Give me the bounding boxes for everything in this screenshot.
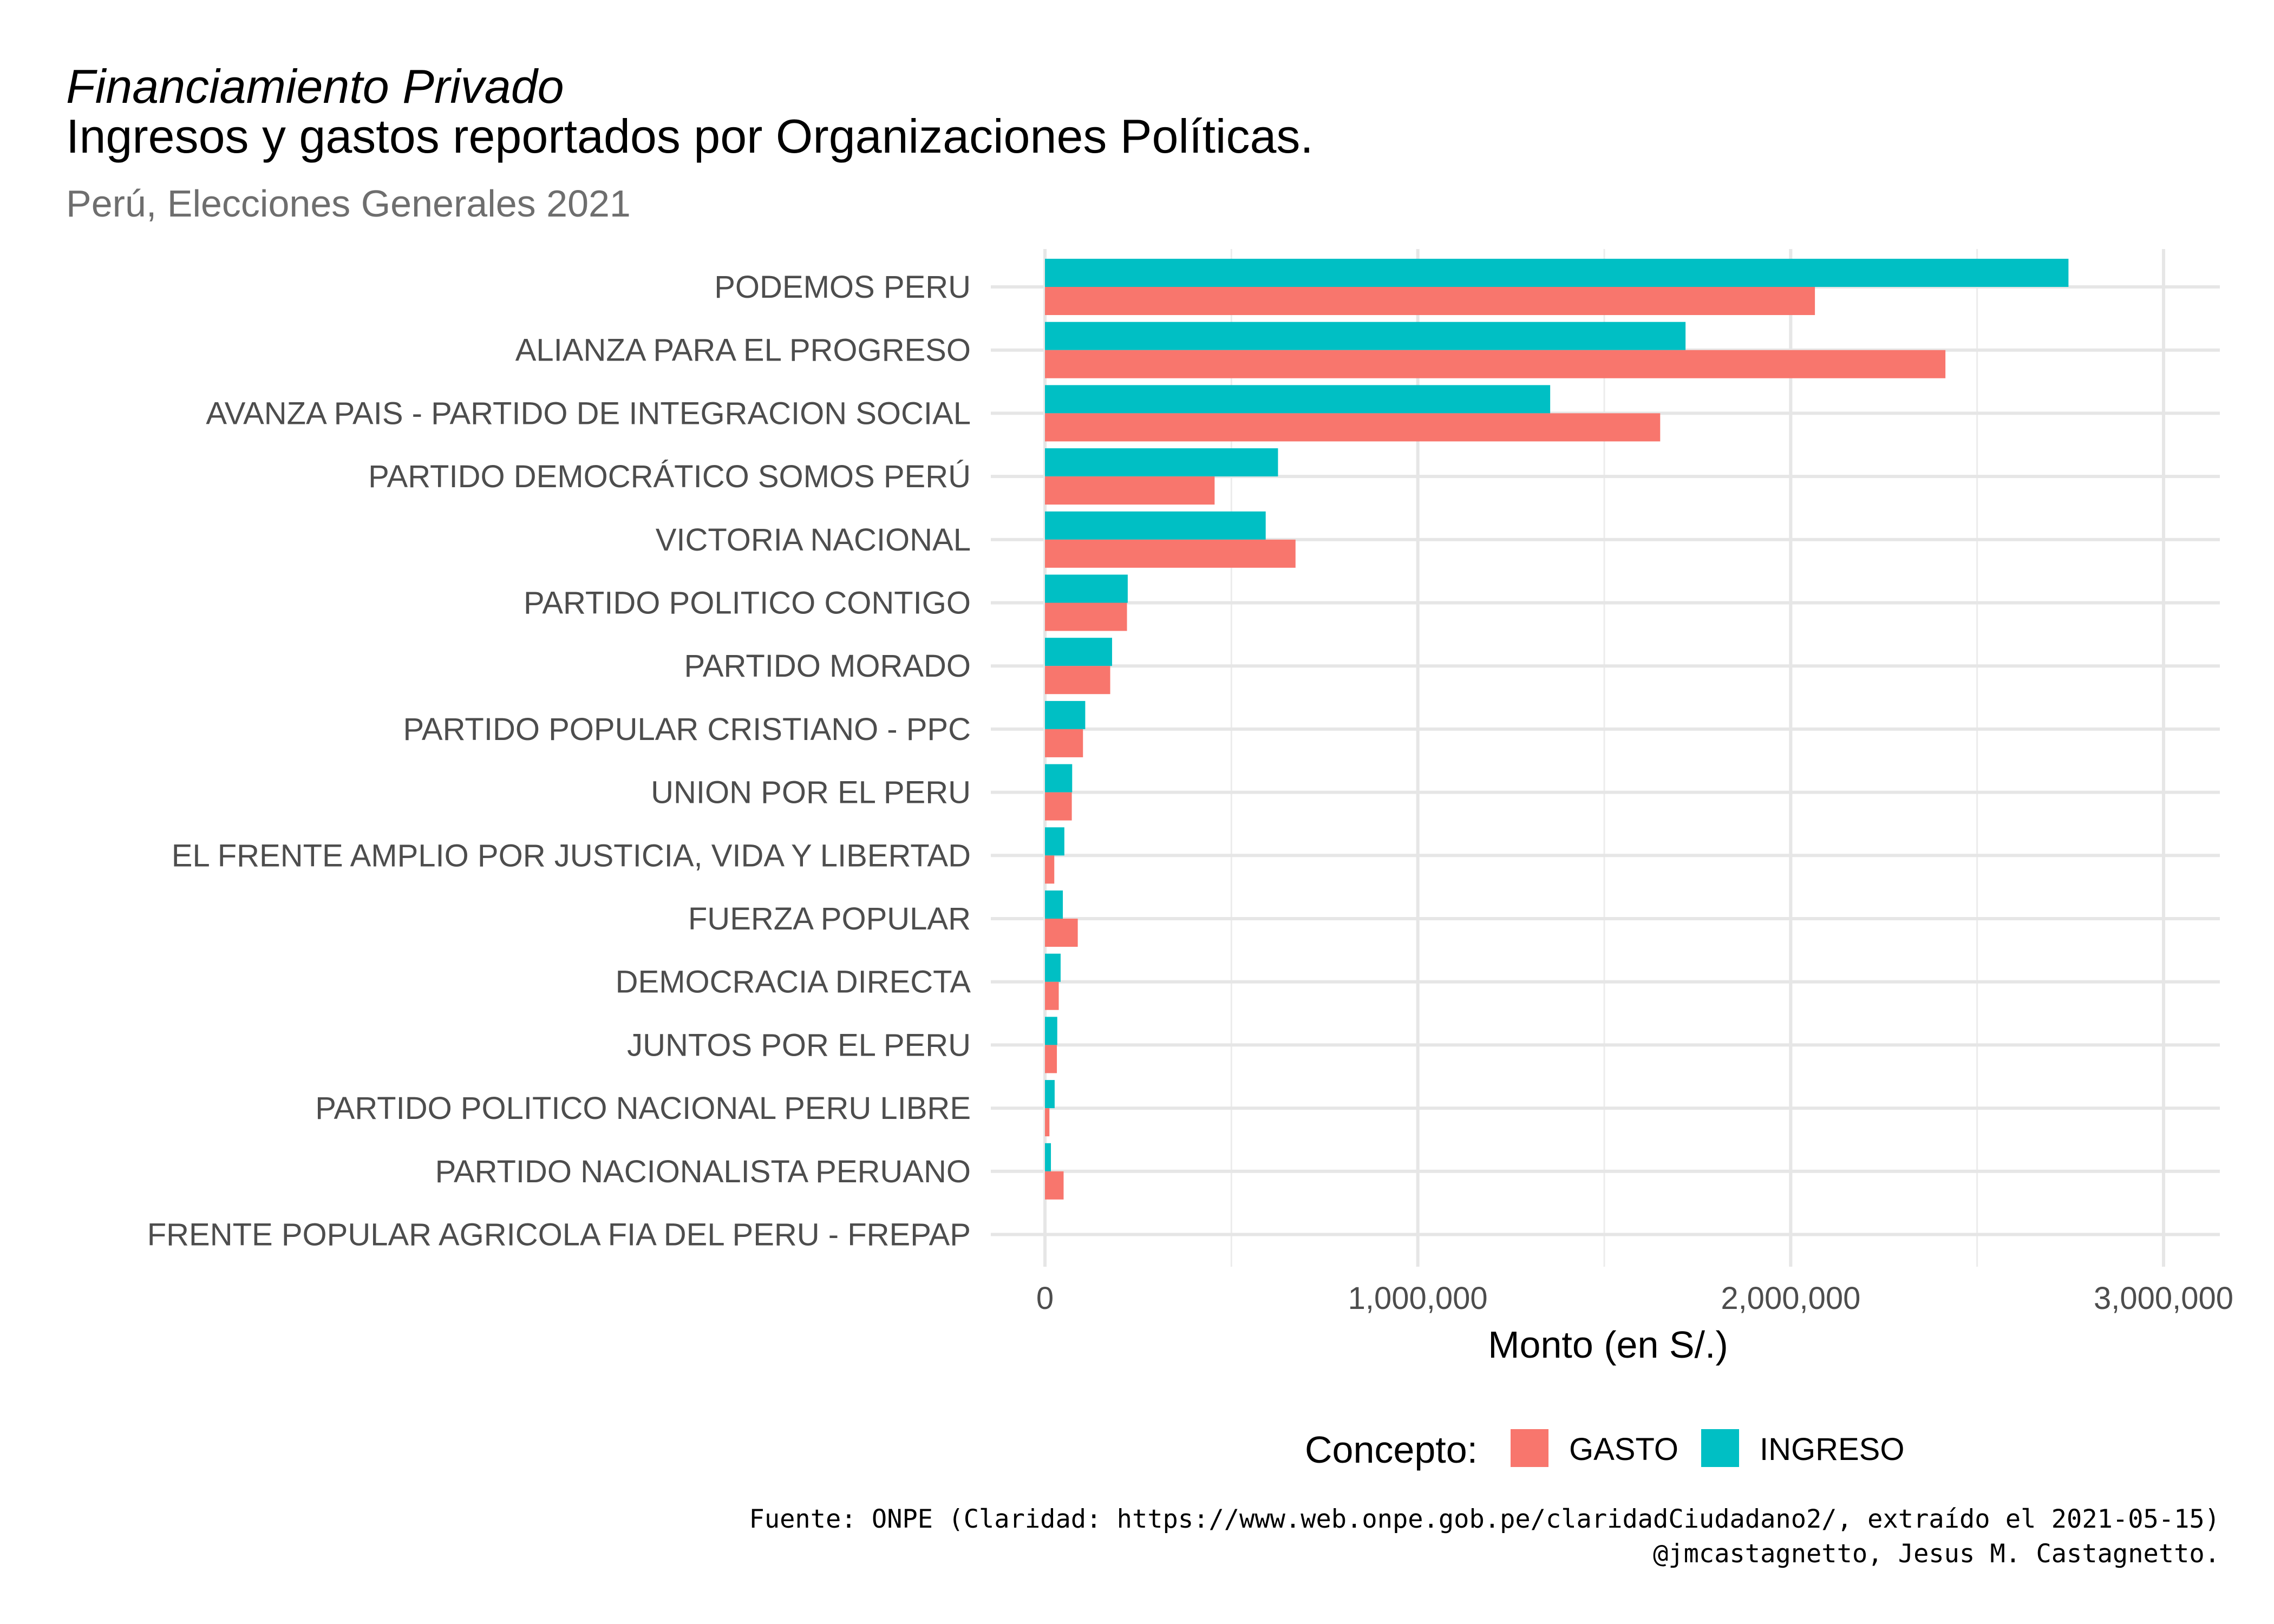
bar-gasto [1045, 792, 1072, 821]
category-label: DEMOCRACIA DIRECTA [616, 965, 971, 1000]
category-label: PARTIDO DEMOCRÁTICO SOMOS PERÚ [368, 459, 971, 494]
bar-gasto [1045, 729, 1083, 757]
bar-ingreso [1045, 1017, 1057, 1045]
chart-subtitle: Perú, Elecciones Generales 2021 [66, 182, 631, 225]
bar-gasto [1045, 476, 1215, 505]
legend-swatch-gasto [1511, 1429, 1548, 1467]
bar-gasto [1045, 666, 1110, 695]
category-label: UNION POR EL PERU [651, 775, 971, 810]
bar-ingreso [1045, 700, 1086, 729]
legend-swatch-ingreso [1701, 1429, 1739, 1467]
category-label: PARTIDO POLITICO NACIONAL PERU LIBRE [315, 1091, 971, 1126]
legend: Concepto: GASTO INGRESO [1305, 1429, 1905, 1471]
bar-ingreso [1045, 638, 1112, 666]
category-label: VICTORIA NACIONAL [656, 522, 971, 558]
bar-ingreso [1045, 764, 1073, 793]
bar-ingreso [1045, 448, 1278, 477]
bar-gasto [1045, 350, 1946, 378]
bar-ingreso [1045, 259, 2069, 287]
category-label: FRENTE POPULAR AGRICOLA FIA DEL PERU - F… [147, 1217, 971, 1253]
x-tick-label: 0 [1036, 1281, 1054, 1316]
category-label: JUNTOS POR EL PERU [627, 1027, 971, 1063]
category-label: PARTIDO MORADO [684, 649, 971, 684]
legend-label-gasto: GASTO [1569, 1432, 1678, 1467]
category-label: FUERZA POPULAR [688, 901, 971, 937]
bars [1045, 259, 2069, 1200]
bar-gasto [1045, 1171, 1064, 1200]
bar-ingreso [1045, 385, 1551, 414]
bar-ingreso [1045, 574, 1128, 603]
bar-gasto [1045, 287, 1815, 315]
bar-ingreso [1045, 322, 1686, 350]
x-axis-title: Monto (en S/.) [1488, 1324, 1728, 1366]
category-label: PARTIDO POPULAR CRISTIANO - PPC [403, 712, 971, 747]
bar-ingreso [1045, 827, 1064, 856]
bar-ingreso [1045, 1080, 1055, 1109]
category-label: PARTIDO NACIONALISTA PERUANO [435, 1154, 971, 1189]
chart-title: Ingresos y gastos reportados por Organiz… [66, 109, 1314, 163]
category-label: PODEMOS PERU [714, 270, 971, 305]
bar-gasto [1045, 919, 1078, 947]
x-tick-label: 2,000,000 [1721, 1281, 1860, 1316]
category-label: AVANZA PAIS - PARTIDO DE INTEGRACION SOC… [206, 396, 971, 431]
x-tick-label: 3,000,000 [2094, 1281, 2233, 1316]
legend-label-ingreso: INGRESO [1760, 1432, 1905, 1467]
category-labels: PODEMOS PERU ALIANZA PARA EL PROGRESO AVAN… [147, 270, 971, 1253]
bar-ingreso [1045, 511, 1266, 540]
x-tick-labels: 0 1,000,000 2,000,000 3,000,000 [1036, 1281, 2233, 1316]
category-label: ALIANZA PARA EL PROGRESO [515, 333, 971, 368]
legend-title: Concepto: [1305, 1429, 1478, 1471]
bar-gasto [1045, 855, 1055, 884]
bar-gasto [1045, 413, 1661, 442]
bar-ingreso [1045, 1143, 1051, 1171]
bar-gasto [1045, 539, 1296, 568]
caption-source: Fuente: ONPE (Claridad: https://www.web.… [749, 1504, 2220, 1534]
bar-ingreso [1045, 953, 1061, 982]
bar-gasto [1045, 1108, 1050, 1137]
category-label: PARTIDO POLITICO CONTIGO [524, 586, 971, 621]
chart-title-italic: Financiamiento Privado [66, 60, 564, 113]
x-tick-label: 1,000,000 [1348, 1281, 1488, 1316]
bar-ingreso [1045, 890, 1063, 919]
bar-gasto [1045, 603, 1127, 631]
category-label: EL FRENTE AMPLIO POR JUSTICIA, VIDA Y LI… [172, 838, 971, 873]
bar-gasto [1045, 981, 1059, 1010]
caption-author: @jmcastagnetto, Jesus M. Castagnetto. [1653, 1539, 2220, 1569]
bar-gasto [1045, 1045, 1057, 1073]
